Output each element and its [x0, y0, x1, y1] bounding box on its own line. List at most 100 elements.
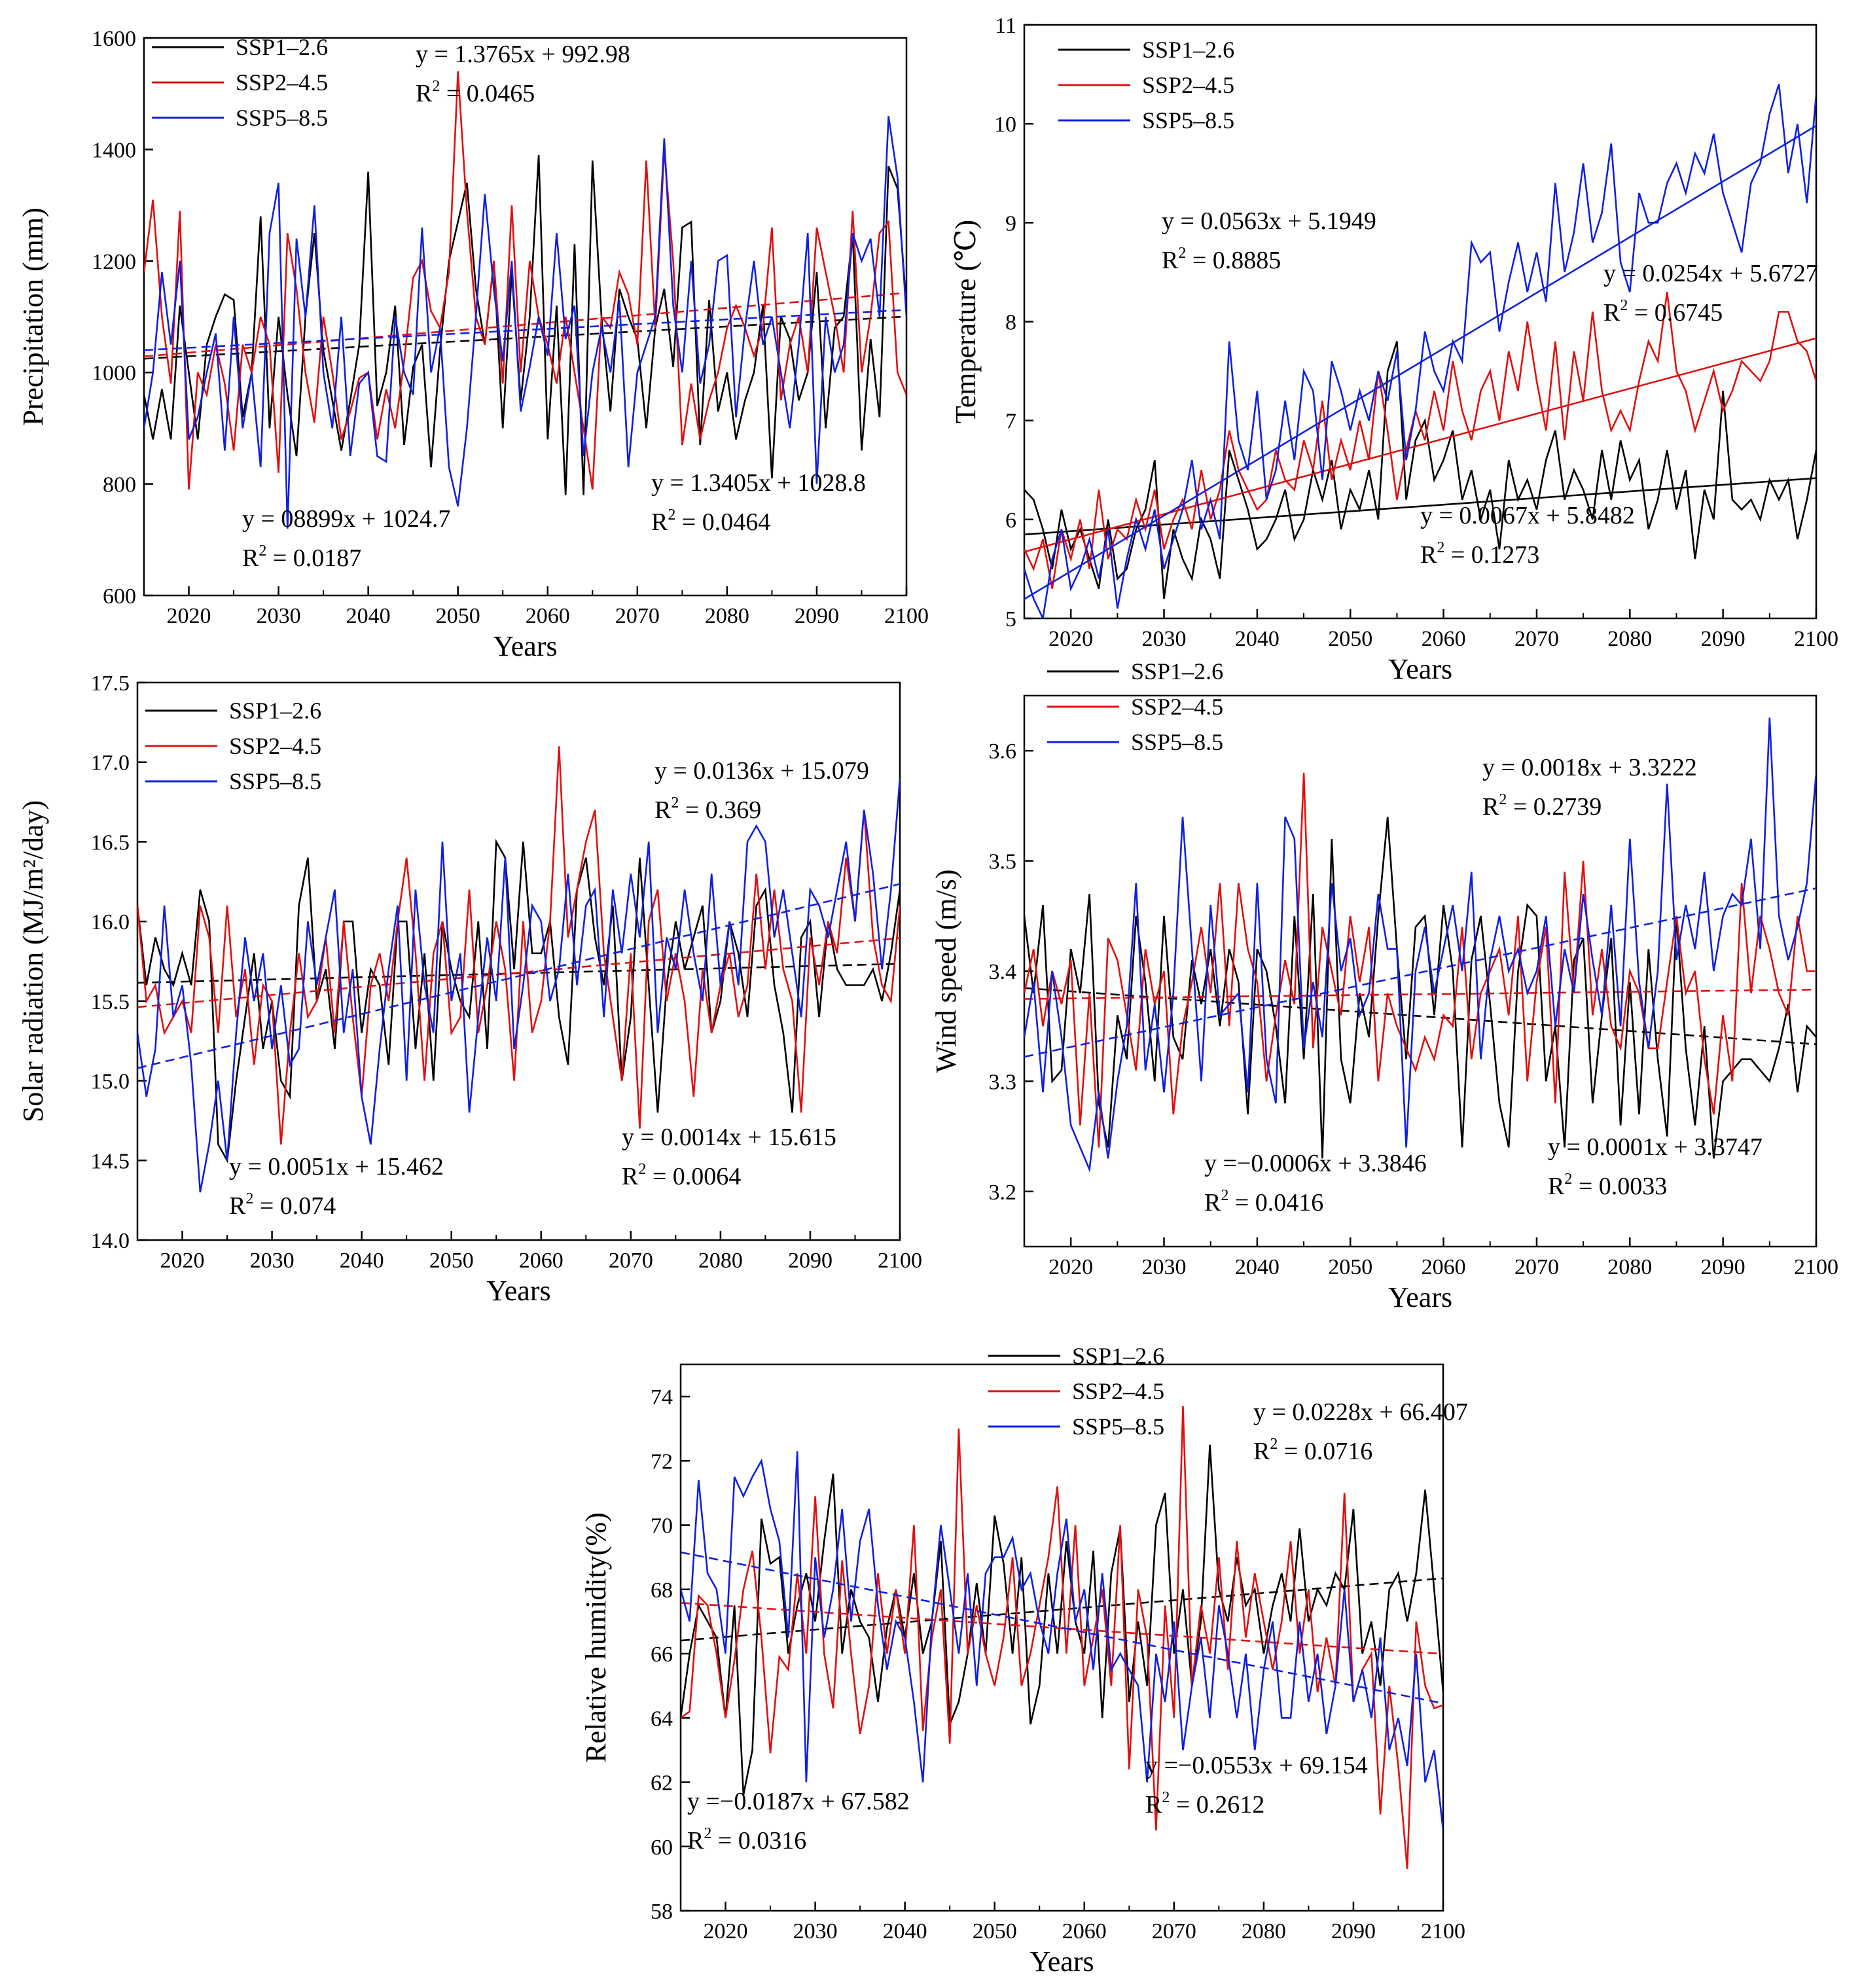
- x-tick-label: 2090: [795, 604, 839, 628]
- humidity-chart: 2020 2030 2040 2050 2060 2070 2080 2090 2100 58 60…: [580, 1343, 1468, 1978]
- x-tick-label: 2070: [1514, 627, 1559, 651]
- temperature-chart: 2020 2030 2040 2050 2060 2070 2080 2090 2100 5 6 7 8…: [950, 14, 1838, 685]
- x-tick-label: 2090: [1701, 1255, 1746, 1279]
- regression-equation: y = 0.0136x + 15.079: [654, 757, 869, 785]
- r-squared-label: R2 = 0.369: [654, 794, 761, 824]
- legend-entry: SSP5–8.5: [229, 768, 321, 794]
- x-tick-label: 2080: [1607, 627, 1652, 651]
- trend-line-SSP5–8.5: [144, 309, 906, 351]
- y-tick-label: 3.6: [989, 739, 1017, 764]
- y-tick-label: 74: [651, 1385, 673, 1410]
- wind-chart: 2020 2030 2040 2050 2060 2070 2080 2090 2100 3.2 3…: [930, 658, 1838, 1313]
- trend-line-SSP2–4.5: [144, 292, 906, 357]
- r-squared-label: R2 = 0.2612: [1145, 1789, 1264, 1819]
- trend-line-SSP1–2.6: [681, 1577, 1443, 1642]
- r-squared-value: = 0.8885: [1186, 247, 1281, 274]
- x-tick-label: 2040: [1235, 1255, 1280, 1279]
- r-squared-label: R2 = 0.6745: [1603, 297, 1723, 327]
- legend-entry: SSP2–4.5: [1131, 694, 1223, 720]
- y-tick-label: 15.5: [91, 990, 130, 1014]
- series-line-SSP5–8.5: [681, 1451, 1443, 1831]
- y-tick-label: 1200: [92, 250, 136, 274]
- series-line-SSP1–2.6: [681, 1444, 1443, 1796]
- r-squared-label: R2 = 0.8885: [1162, 245, 1281, 274]
- legend-entry: SSP5–8.5: [1142, 107, 1234, 133]
- x-tick-label: 2080: [698, 1249, 743, 1273]
- y-tick-label: 72: [651, 1449, 673, 1474]
- series-line-SSP5–8.5: [144, 116, 906, 529]
- y-tick-label: 60: [651, 1836, 673, 1860]
- x-tick-label: 2030: [257, 604, 301, 628]
- legend-entry: SSP1–2.6: [236, 34, 328, 60]
- regression-equation: y = 0.0051x + 15.462: [229, 1153, 444, 1180]
- x-tick-label: 2030: [1142, 1255, 1187, 1279]
- legend-entry: SSP2–4.5: [229, 733, 321, 759]
- y-tick-label: 11: [995, 14, 1016, 38]
- y-tick-label: 14.0: [91, 1229, 130, 1253]
- r-squared-label: R2 = 0.074: [229, 1190, 336, 1220]
- temperature-legend: SSP1–2.6 SSP2–4.5 SSP5–8.5: [1058, 37, 1234, 133]
- r-squared-value: = 0.0716: [1278, 1438, 1372, 1465]
- regression-equation: y = 0.0563x + 5.1949: [1162, 207, 1376, 235]
- legend-entry: SSP5–8.5: [1131, 729, 1223, 755]
- r-squared-value: = 0.0316: [711, 1827, 806, 1855]
- x-tick-label: 2040: [1235, 627, 1280, 651]
- x-tick-label: 2100: [884, 604, 929, 628]
- y-tick-label: 7: [1005, 410, 1016, 434]
- x-tick-label: 2100: [1794, 627, 1838, 651]
- series-line-SSP2–4.5: [1024, 291, 1816, 589]
- precipitation-series-group: [144, 71, 906, 529]
- r-squared-value: = 0.1273: [1444, 541, 1539, 569]
- y-axis-title: Relative humidity(%): [580, 1512, 612, 1762]
- r-squared-value: = 0.6745: [1628, 299, 1723, 327]
- x-tick-label: 2060: [1062, 1919, 1107, 1944]
- regression-equation: y =−0.0006x + 3.3846: [1204, 1150, 1427, 1177]
- r-squared-label: R2 = 0.0064: [622, 1161, 741, 1190]
- r-squared-label: R2 = 0.0465: [416, 78, 535, 107]
- r-squared-value: = 0.0187: [266, 544, 361, 572]
- x-tick-label: 2090: [1701, 627, 1746, 651]
- r-squared-value: = 0.2612: [1170, 1791, 1264, 1819]
- temperature-series-group: [1024, 84, 1816, 618]
- y-tick-label: 16.0: [91, 910, 130, 934]
- legend-entry: SSP1–2.6: [1142, 37, 1234, 63]
- x-tick-label: 2060: [519, 1249, 564, 1273]
- r-squared-label: R2 = 0.0316: [687, 1825, 806, 1855]
- x-tick-label: 2050: [973, 1919, 1017, 1944]
- x-tick-label: 2080: [705, 604, 749, 628]
- series-line-SSP5–8.5: [137, 777, 900, 1193]
- y-tick-label: 6: [1005, 508, 1016, 533]
- x-tick-label: 2020: [167, 604, 211, 628]
- x-tick-label: 2100: [1794, 1255, 1838, 1279]
- y-tick-label: 9: [1005, 211, 1016, 236]
- y-axis-title: Temperature (℃): [950, 220, 982, 423]
- x-tick-label: 2070: [1152, 1919, 1196, 1944]
- trend-line-SSP1–2.6: [144, 315, 906, 360]
- trend-line-SSP5–8.5: [1024, 887, 1816, 1058]
- precipitation-chart: 2020 2030 2040 2050 2060 2070 2080 2090 2100 600 8…: [17, 27, 929, 662]
- x-tick-label: 2070: [615, 604, 660, 628]
- x-tick-label: 2050: [436, 604, 480, 628]
- regression-equation: y = 0.0067x + 5.8482: [1420, 502, 1635, 529]
- regression-equation: y =−0.0553x + 69.154: [1145, 1752, 1368, 1779]
- solar-legend: SSP1–2.6 SSP2–4.5 SSP5–8.5: [145, 698, 321, 794]
- series-line-SSP1–2.6: [1024, 817, 1816, 1159]
- y-tick-label: 58: [651, 1900, 673, 1924]
- y-tick-label: 10: [994, 113, 1016, 137]
- regression-equation: y = 0.0018x + 3.3222: [1482, 754, 1697, 781]
- y-tick-label: 8: [1005, 311, 1016, 335]
- regression-equation: y = 1.3765x + 992.98: [416, 41, 630, 68]
- regression-equation: y = 0.0014x + 15.615: [622, 1124, 836, 1151]
- y-tick-label: 14.5: [91, 1149, 130, 1173]
- x-tick-label: 2080: [1607, 1255, 1652, 1279]
- y-tick-label: 3.5: [989, 850, 1017, 874]
- series-line-SSP2–4.5: [681, 1406, 1443, 1870]
- x-tick-label: 2020: [1048, 1255, 1093, 1279]
- r-squared-value: = 0.0465: [440, 80, 535, 107]
- y-tick-label: 1000: [92, 361, 136, 385]
- x-tick-label: 2070: [609, 1249, 653, 1273]
- x-tick-label: 2040: [883, 1919, 927, 1944]
- y-tick-label: 1600: [92, 27, 136, 51]
- x-tick-label: 2030: [250, 1249, 295, 1273]
